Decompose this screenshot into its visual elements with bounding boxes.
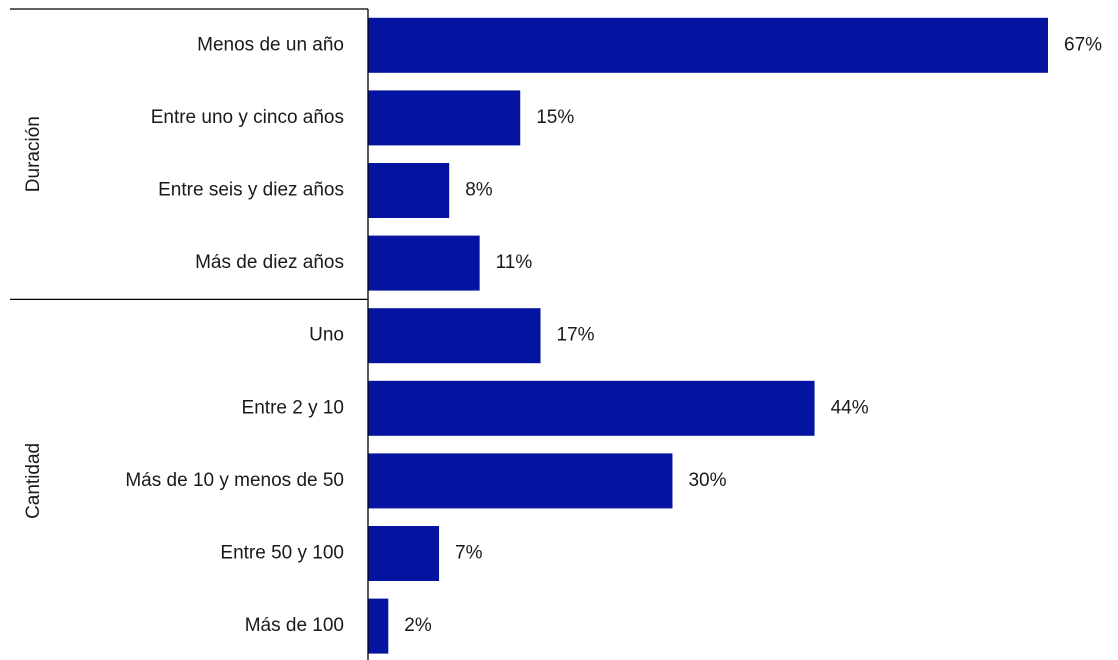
value-label: 67% (1064, 34, 1102, 55)
value-label: 17% (557, 325, 595, 346)
bar-0-3 (368, 235, 480, 291)
category-label: Uno (309, 325, 344, 346)
bar-0-2 (368, 163, 450, 218)
bar-1-0 (368, 308, 541, 364)
value-label: 11% (496, 252, 533, 273)
value-label: 2% (404, 615, 432, 636)
bar-1-3 (368, 526, 440, 581)
category-label: Más de 100 (245, 615, 344, 636)
bar-0-1 (368, 90, 521, 146)
bars-layer (368, 17, 1048, 654)
value-label: 7% (455, 543, 483, 564)
category-label: Entre 50 y 100 (220, 543, 344, 564)
value-label: 15% (536, 107, 574, 128)
bar-1-4 (368, 598, 389, 654)
value-label: 8% (465, 180, 493, 201)
bar-1-1 (368, 380, 815, 436)
axes-layer (10, 8, 369, 660)
category-label: Más de 10 y menos de 50 (125, 470, 344, 491)
bar-1-2 (368, 453, 673, 509)
category-label: Entre 2 y 10 (242, 397, 344, 418)
category-label: Entre uno y cinco años (151, 107, 344, 128)
group-label-0: Duración (23, 116, 44, 192)
bar-0-0 (368, 17, 1048, 73)
group-label-1: Cantidad (23, 443, 44, 519)
labels-layer: Menos de un año 67% Entre uno y cinco años… (23, 34, 1102, 636)
category-label: Entre seis y diez años (158, 180, 344, 201)
category-label: Más de diez años (195, 252, 344, 273)
category-label: Menos de un año (197, 34, 344, 55)
value-label: 44% (831, 397, 869, 418)
value-label: 30% (688, 470, 726, 491)
